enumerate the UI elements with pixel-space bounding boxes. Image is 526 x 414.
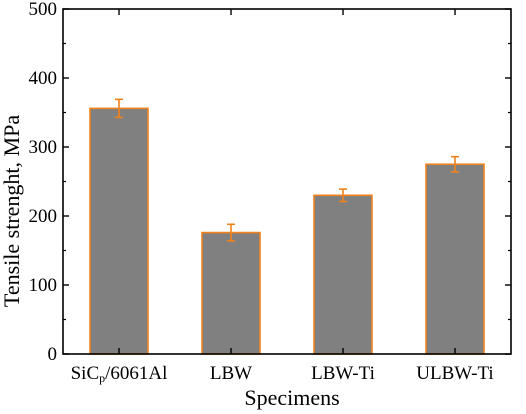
y-tick-label: 300 <box>29 137 58 158</box>
error-bar <box>227 223 235 242</box>
x-tick-label: LBW-Ti <box>311 363 375 384</box>
x-tick-label: SiCp/6061Al <box>71 363 168 385</box>
bars-group <box>89 107 485 355</box>
y-tick-label: 0 <box>48 344 58 365</box>
y-ticks-group: 0 100 200 300 400 500 <box>29 0 511 365</box>
x-tick-label: ULBW-Ti <box>416 363 493 384</box>
x-ticks-group: SiCp/6061Al LBW LBW-Ti ULBW-Ti <box>71 9 494 385</box>
bar-sicp-6061al <box>89 107 149 355</box>
y-axis-title: Tensile strenght, MPa <box>0 115 24 307</box>
error-bar <box>339 188 347 203</box>
bar-ulbw-ti <box>425 163 485 355</box>
x-axis-title: Specimens <box>244 385 339 410</box>
bar-lbw-ti <box>313 194 373 355</box>
bar-lbw <box>201 231 261 355</box>
y-tick-label: 400 <box>29 68 58 89</box>
x-tick-label: LBW <box>210 363 252 384</box>
y-tick-label: 200 <box>29 206 58 227</box>
y-tick-label: 100 <box>29 275 58 296</box>
y-tick-label: 500 <box>29 0 58 20</box>
error-bar <box>451 155 459 173</box>
error-bar <box>115 98 123 119</box>
error-bars-group <box>115 98 459 242</box>
